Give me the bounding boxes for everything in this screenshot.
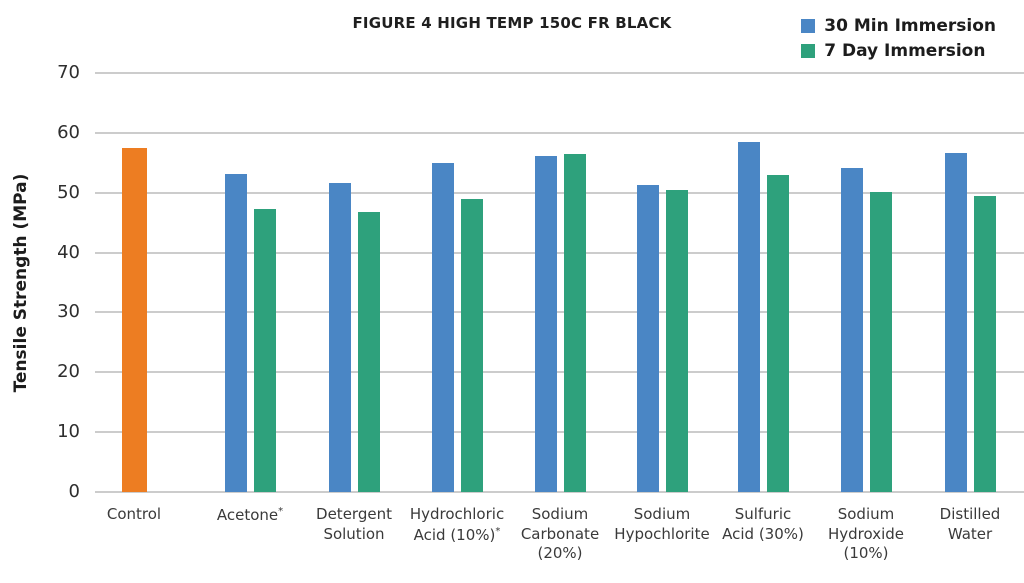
gridline (95, 371, 1024, 374)
bar-7-day-immersion (460, 198, 483, 492)
bar-group (910, 73, 1024, 492)
y-tick-label: 40 (57, 241, 80, 263)
bar-group (190, 73, 310, 492)
bar-7-day-immersion (766, 174, 789, 492)
bar-group (806, 73, 926, 492)
x-category-label: Control (106, 505, 162, 523)
y-tick-label: 60 (57, 121, 80, 143)
bar-30-min-immersion (636, 184, 659, 492)
plot-area (95, 72, 1024, 493)
bar-control (121, 148, 147, 492)
gridline (95, 251, 1024, 254)
bar-30-min-immersion (328, 183, 351, 492)
legend-swatch-green-icon (801, 44, 816, 58)
y-tick-label: 20 (57, 361, 80, 383)
legend-label: 7 Day Immersion (824, 41, 986, 61)
x-category-label: Detergent Solution (316, 505, 392, 543)
gridline (95, 72, 1024, 74)
legend-label: 30 Min Immersion (824, 16, 996, 36)
bar-30-min-immersion (737, 142, 760, 492)
bar-30-min-immersion (224, 173, 247, 492)
bar-7-day-immersion (563, 154, 586, 492)
x-category-label: Distilled Water (939, 505, 1001, 543)
x-category-label: Sulfuric Acid (30%) (722, 505, 804, 543)
gridline (95, 191, 1024, 194)
bar-group (703, 73, 823, 492)
x-category-label: Sodium Hypochlorite (614, 505, 710, 543)
bar-7-day-immersion (253, 208, 276, 492)
x-category-label: Acetone* (216, 506, 284, 524)
gridline (95, 311, 1024, 314)
y-axis-tick-labels: 0 10 20 30 40 50 60 70 (0, 62, 80, 502)
bar-group (602, 73, 722, 492)
bar-7-day-immersion (973, 196, 996, 492)
bar-group (294, 73, 414, 492)
y-tick-label: 70 (57, 62, 80, 83)
gridline (95, 431, 1024, 434)
legend: 30 Min Immersion 7 Day Immersion (801, 16, 996, 61)
gridline (95, 131, 1024, 134)
x-category-label: Sodium Carbonate (20%) (520, 505, 600, 562)
legend-item-30-min-immersion: 30 Min Immersion (801, 16, 996, 36)
y-tick-label: 30 (57, 301, 80, 323)
y-tick-label: 0 (68, 481, 80, 502)
bar-30-min-immersion (534, 155, 557, 492)
bar-7-day-immersion (869, 192, 892, 492)
y-tick-label: 10 (57, 421, 80, 443)
bar-30-min-immersion (840, 168, 863, 492)
bar-7-day-immersion (665, 189, 688, 492)
legend-swatch-blue-icon (801, 19, 816, 33)
chart-title: FIGURE 4 HIGH TEMP 150C FR BLACK (352, 14, 672, 32)
bar-30-min-immersion (944, 153, 967, 492)
bar-group (397, 73, 517, 492)
bar-group (500, 73, 620, 492)
legend-item-7-day-immersion: 7 Day Immersion (801, 41, 996, 61)
x-category-label: Hydrochloric Acid (10%)* (409, 505, 505, 544)
bar-30-min-immersion (431, 163, 454, 492)
x-axis-category-labels: Control Acetone* Detergent Solution Hydroch… (0, 505, 1024, 583)
bar-7-day-immersion (357, 212, 380, 492)
bar-group (74, 73, 194, 492)
gridline (95, 491, 1024, 493)
x-category-label: Sodium Hydroxide (10%) (827, 505, 905, 562)
y-tick-label: 50 (57, 181, 80, 203)
